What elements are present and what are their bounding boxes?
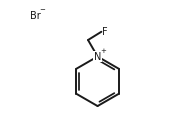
- Text: N: N: [94, 52, 101, 61]
- Text: Br: Br: [30, 11, 40, 21]
- Text: F: F: [102, 27, 108, 37]
- Text: +: +: [100, 48, 106, 54]
- Text: −: −: [39, 7, 45, 13]
